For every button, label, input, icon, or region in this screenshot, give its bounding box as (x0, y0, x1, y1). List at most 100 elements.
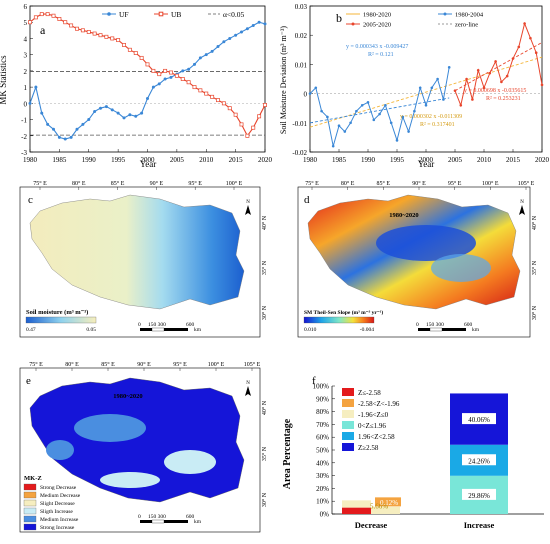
a-legend-marker (158, 11, 164, 17)
a-xtick-label: 1990 (82, 156, 97, 164)
a-point-UF (245, 27, 249, 31)
map-lon-label: 95° E (173, 361, 187, 368)
a-xtick-label: 1980 (23, 156, 38, 164)
f-data-label: 5.66% (370, 503, 388, 511)
e-legend-label: Sligth Increase (40, 509, 73, 515)
svg-text:150 300: 150 300 (148, 514, 166, 520)
a-ytick-label: -2 (21, 133, 27, 141)
a-point-UB (192, 85, 197, 90)
b-point-2005-2020 (488, 71, 492, 75)
panel-e-scalebar: 0 150 300 600 km (138, 514, 202, 525)
a-xtick-label: 2015 (229, 156, 244, 164)
f-category-label: Increase (464, 520, 495, 530)
svg-text:600: 600 (186, 322, 195, 328)
panel-b-eq-red: y = 0.000698 x -0.035615 (464, 88, 526, 94)
b-point-2005-2020 (534, 51, 538, 55)
panel-b-ylabel: Soil Moisture Deviation (m³ m⁻³) (279, 26, 288, 134)
svg-text:0: 0 (138, 322, 141, 328)
map-lon-label: 75° E (33, 180, 47, 187)
a-point-UF (251, 23, 255, 27)
panel-e-legend-title: MK-Z (24, 475, 42, 482)
panel-a-ylabel: MK Statistics (0, 55, 8, 105)
e-legend-label: Strong Increase (40, 525, 75, 531)
svg-text:N: N (246, 200, 250, 205)
svg-text:km: km (194, 327, 202, 333)
b-point-2005-2020 (500, 80, 503, 84)
panel-e-map-medium-zone (74, 414, 146, 442)
panel-b-frame (309, 5, 543, 153)
b-point-2005-2020 (465, 77, 468, 81)
map-lat-label: 30° N (261, 492, 268, 507)
a-point-UF (216, 45, 220, 49)
panel-b-r2-red: R² = 0.253231 (486, 96, 521, 102)
a-point-UB (45, 12, 50, 17)
f-ytick-label: 80% (316, 408, 329, 416)
map-lon-label: 85° E (101, 361, 115, 368)
panel-b-eq-blue: y = 0.000343 x -0.009427 (346, 44, 408, 50)
b-point-2005-2020 (517, 45, 521, 49)
panel-c-svg: 75° E 80° E 85° E 90° E 95° E 100° E 40° N 35°… (19, 180, 268, 338)
panel-c-legend-title: Soil moisture (m³ m⁻³) (26, 309, 88, 316)
a-point-UB (169, 70, 173, 75)
e-legend-label: Medium Increase (40, 517, 79, 523)
f-ytick-label: 50% (316, 447, 329, 455)
b-series-line-1980-2004 (309, 67, 450, 147)
panel-d-title: 1980~2020 (389, 212, 418, 219)
panel-e-map-slight-zone (164, 450, 216, 474)
panel-f-letter: f (312, 375, 316, 387)
f-legend-label: Z≥2.58 (358, 444, 379, 452)
svg-text:N: N (246, 381, 250, 386)
a-point-UF (187, 67, 191, 71)
a-point-UF (151, 85, 155, 89)
a-point-UF (240, 30, 243, 34)
f-bar-segment-decrease (371, 506, 400, 514)
b-point-1980-2004 (320, 109, 323, 113)
panel-b-svg: -0.02 -0.01 0 0.01 0.02 0.03 1980 1985 1990 1995… (279, 3, 550, 169)
a-point-UF (263, 22, 267, 26)
a-xtick-label: 2020 (258, 156, 273, 164)
b-ytick-label: -0.01 (292, 120, 307, 128)
panel-b-xlabel: Year (418, 159, 435, 169)
e-legend-swatch (23, 491, 37, 499)
b-point-1980-2004 (413, 109, 416, 113)
a-point-UB (110, 36, 115, 41)
a-point-UB (92, 31, 97, 36)
panel-f-svg: f 0% 10% 20% 30% 40% 50% 60% 70% 80% 90% 100% 5.66… (282, 375, 544, 530)
b-point-1980-2004 (355, 109, 358, 113)
b-series-line-2005-2020 (454, 21, 543, 107)
e-legend-swatch (23, 515, 37, 523)
a-point-UF (198, 56, 202, 60)
a-point-UB (198, 88, 203, 93)
a-point-UF (204, 53, 208, 57)
panel-e-letter: e (26, 375, 31, 387)
north-arrow: N (245, 200, 251, 215)
a-series-line-UB (29, 13, 266, 137)
f-bar-segment-decrease-medium (375, 497, 401, 507)
f-legend-label: Z≤-2.58 (358, 389, 381, 397)
panel-c-colorbar (25, 316, 97, 324)
a-point-UF (99, 106, 102, 110)
map-lat-label: 40° N (261, 215, 268, 230)
map-lon-label: 75° E (29, 361, 43, 368)
a-point-UF (57, 135, 61, 139)
b-ytick-label: 0 (304, 91, 308, 99)
a-point-UB (245, 133, 250, 138)
a-ytick-label: 3 (24, 52, 28, 60)
b-legend-label: zero-line (455, 22, 478, 29)
a-point-UF (169, 75, 173, 79)
svg-text:0: 0 (416, 322, 419, 328)
f-category-label: Decrease (355, 520, 388, 530)
b-point-1980-2004 (343, 130, 347, 133)
svg-text:N: N (520, 200, 524, 205)
f-ytick-label: 20% (316, 485, 329, 493)
map-lon-label: 90° E (137, 361, 151, 368)
a-ytick-label: 5 (24, 19, 28, 27)
a-point-UF (140, 111, 144, 115)
f-legend-swatch (342, 388, 354, 396)
a-point-UB (28, 20, 32, 25)
f-legend-swatch (342, 432, 354, 440)
b-xtick-label: 2010 (477, 156, 492, 164)
f-ytick-label: 60% (316, 434, 329, 442)
svg-text:0: 0 (138, 514, 141, 520)
b-point-2005-2020 (482, 86, 486, 90)
